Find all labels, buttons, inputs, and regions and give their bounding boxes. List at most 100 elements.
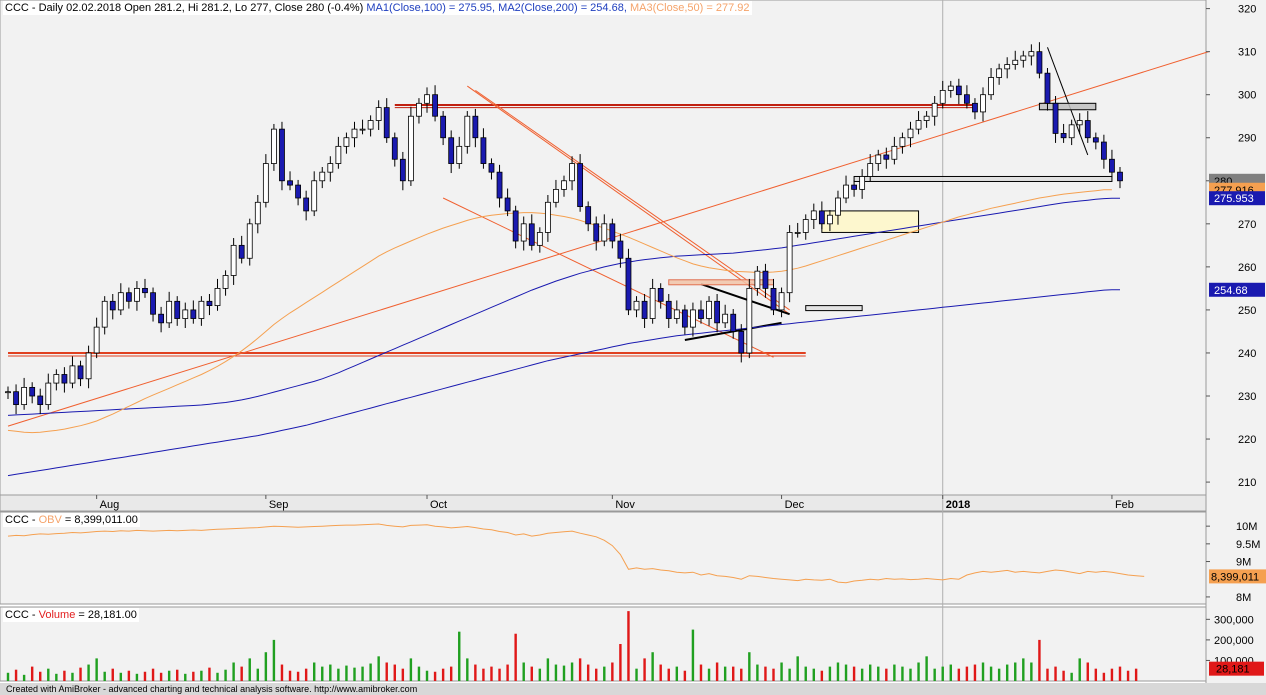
candle-body <box>254 201 261 225</box>
candle-body <box>432 94 438 117</box>
obv-last-text: 8,399,011 <box>1211 571 1259 583</box>
volume-title-name: Volume <box>38 609 76 621</box>
candle-body <box>53 374 60 384</box>
volume-bar <box>345 665 348 681</box>
candle <box>13 384 19 415</box>
volume-bar <box>740 668 743 681</box>
date-tick-label: Dec <box>785 499 805 511</box>
volume-bar <box>675 666 679 681</box>
date-tick-label: Nov <box>615 499 635 511</box>
candle-body <box>609 223 616 242</box>
volume-bar <box>264 652 268 681</box>
volume-bar <box>482 668 485 681</box>
candle <box>287 171 293 191</box>
candle-body <box>972 102 978 113</box>
candle-body <box>440 115 447 139</box>
candle-body <box>867 163 874 177</box>
candle-body <box>230 244 237 276</box>
candle-body <box>1020 55 1027 61</box>
obv-last-box <box>1209 569 1266 584</box>
candle <box>746 278 753 359</box>
volume-bar <box>949 664 952 681</box>
volume-bar <box>208 667 211 681</box>
candle <box>77 360 84 387</box>
candle <box>1060 123 1067 143</box>
candle-body <box>319 171 326 182</box>
volume-bar <box>474 664 477 681</box>
price-label: 275.953 <box>1209 191 1265 206</box>
volume-bar <box>95 658 98 681</box>
candle-body <box>657 287 664 302</box>
candle <box>85 345 92 389</box>
volume-title-value: = 28,181.00 <box>78 609 137 621</box>
candle <box>45 373 52 410</box>
candle-body <box>416 102 422 117</box>
candle <box>955 78 962 105</box>
candle-body <box>295 184 301 199</box>
candle <box>464 111 471 154</box>
volume-bar <box>860 668 864 681</box>
candle <box>617 233 624 268</box>
price-tick-label: 240 <box>1238 348 1256 360</box>
candle <box>794 222 801 238</box>
candle <box>319 167 326 189</box>
candle-body <box>955 85 962 96</box>
volume-tick-label: 200,000 <box>1214 635 1254 647</box>
candle <box>117 283 124 316</box>
candle <box>657 283 664 309</box>
volume-bar <box>248 658 251 681</box>
candle-body <box>931 102 938 117</box>
volume-bar <box>812 668 816 681</box>
candle <box>569 156 575 191</box>
candle <box>214 278 221 311</box>
candle-body <box>617 240 624 259</box>
volume-bar <box>707 668 711 681</box>
candle-body <box>408 115 414 182</box>
volume-bar <box>288 670 292 681</box>
candle <box>1068 119 1075 146</box>
volume-bar <box>659 664 662 681</box>
candle <box>472 108 479 148</box>
volume-bar <box>522 662 525 681</box>
candle-body <box>109 300 116 311</box>
candle <box>722 304 729 328</box>
volume-bar <box>498 668 501 681</box>
right-axis-bg <box>1206 0 1266 683</box>
candle-body <box>673 309 680 319</box>
candle <box>262 154 269 208</box>
candle <box>367 115 374 137</box>
volume-bar <box>772 668 775 681</box>
volume-bar <box>296 671 300 681</box>
candle <box>698 300 704 324</box>
price-label-box <box>1209 282 1265 297</box>
date-tick-label: Aug <box>100 499 120 511</box>
candle-body <box>512 210 519 242</box>
volume-last-box <box>1209 661 1264 676</box>
candle-body <box>633 300 640 311</box>
candle-body <box>174 300 181 319</box>
candle <box>520 216 527 251</box>
candle <box>351 121 358 148</box>
candle-body <box>456 145 463 164</box>
volume-bar <box>546 658 550 681</box>
candle-body <box>754 270 761 289</box>
volume-bar <box>272 639 276 681</box>
candle-body <box>891 145 898 160</box>
candle <box>714 293 720 333</box>
candle <box>1092 132 1099 150</box>
volume-bar <box>917 662 920 681</box>
candle <box>818 201 825 229</box>
candle-body <box>424 94 430 104</box>
price-label-text: 254.68 <box>1214 285 1248 297</box>
candle <box>690 302 696 337</box>
resistance-box-297 <box>1038 102 1097 111</box>
volume-bar <box>1046 668 1049 681</box>
date-tick-label: Oct <box>430 499 447 511</box>
volume-bar <box>353 667 356 681</box>
candle-body <box>37 395 44 406</box>
obv-line <box>7 523 1145 584</box>
candle <box>416 98 422 124</box>
candle-body <box>464 115 471 147</box>
volume-bar <box>119 672 123 681</box>
candle <box>206 293 213 316</box>
